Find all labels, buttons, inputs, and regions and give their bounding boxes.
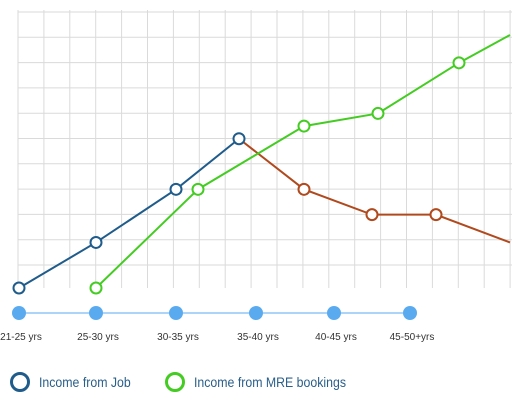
legend-marker-job-icon [10,372,30,392]
age-tick-label: 30-35 yrs [157,332,199,343]
data-point[interactable] [169,182,183,196]
data-point[interactable] [232,132,246,146]
age-axis: 21-25 yrs 25-30 yrs 30-35 yrs 35-40 yrs 40-4… [0,306,434,343]
series-markers [12,56,466,295]
age-axis-dot[interactable] [327,306,341,320]
legend-label-job: Income from Job [39,374,131,390]
data-point[interactable] [191,182,205,196]
series-line [238,137,511,244]
data-point[interactable] [89,235,103,249]
data-point[interactable] [371,106,385,120]
age-axis-dot[interactable] [403,306,417,320]
data-point[interactable] [89,281,103,295]
age-axis-dot[interactable] [249,306,263,320]
series-line [95,34,511,289]
data-point[interactable] [365,208,379,222]
age-tick-label: 25-30 yrs [77,332,119,343]
data-point[interactable] [297,182,311,196]
age-axis-dot[interactable] [12,306,26,320]
age-tick-label: 45-50+yrs [390,332,435,343]
line-chart: 21-25 yrs 25-30 yrs 30-35 yrs 35-40 yrs 40-4… [0,10,512,343]
age-tick-label: 40-45 yrs [315,332,357,343]
data-point[interactable] [12,281,26,295]
data-point[interactable] [429,208,443,222]
age-tick-label: 21-25 yrs [0,332,42,343]
legend-item-job[interactable]: Income from Job [10,372,143,392]
legend-marker-mre-icon [165,372,186,392]
data-point[interactable] [452,56,466,70]
age-axis-dot[interactable] [169,306,183,320]
series-line [18,137,240,289]
age-tick-label: 35-40 yrs [237,332,279,343]
chart-legend: Income from Job Income from MRE bookings [10,370,389,394]
legend-item-mre[interactable]: Income from MRE bookings [165,372,367,392]
legend-label-mre: Income from MRE bookings [194,374,347,390]
age-axis-dot[interactable] [89,306,103,320]
data-point[interactable] [297,119,311,133]
series-lines [18,34,511,289]
